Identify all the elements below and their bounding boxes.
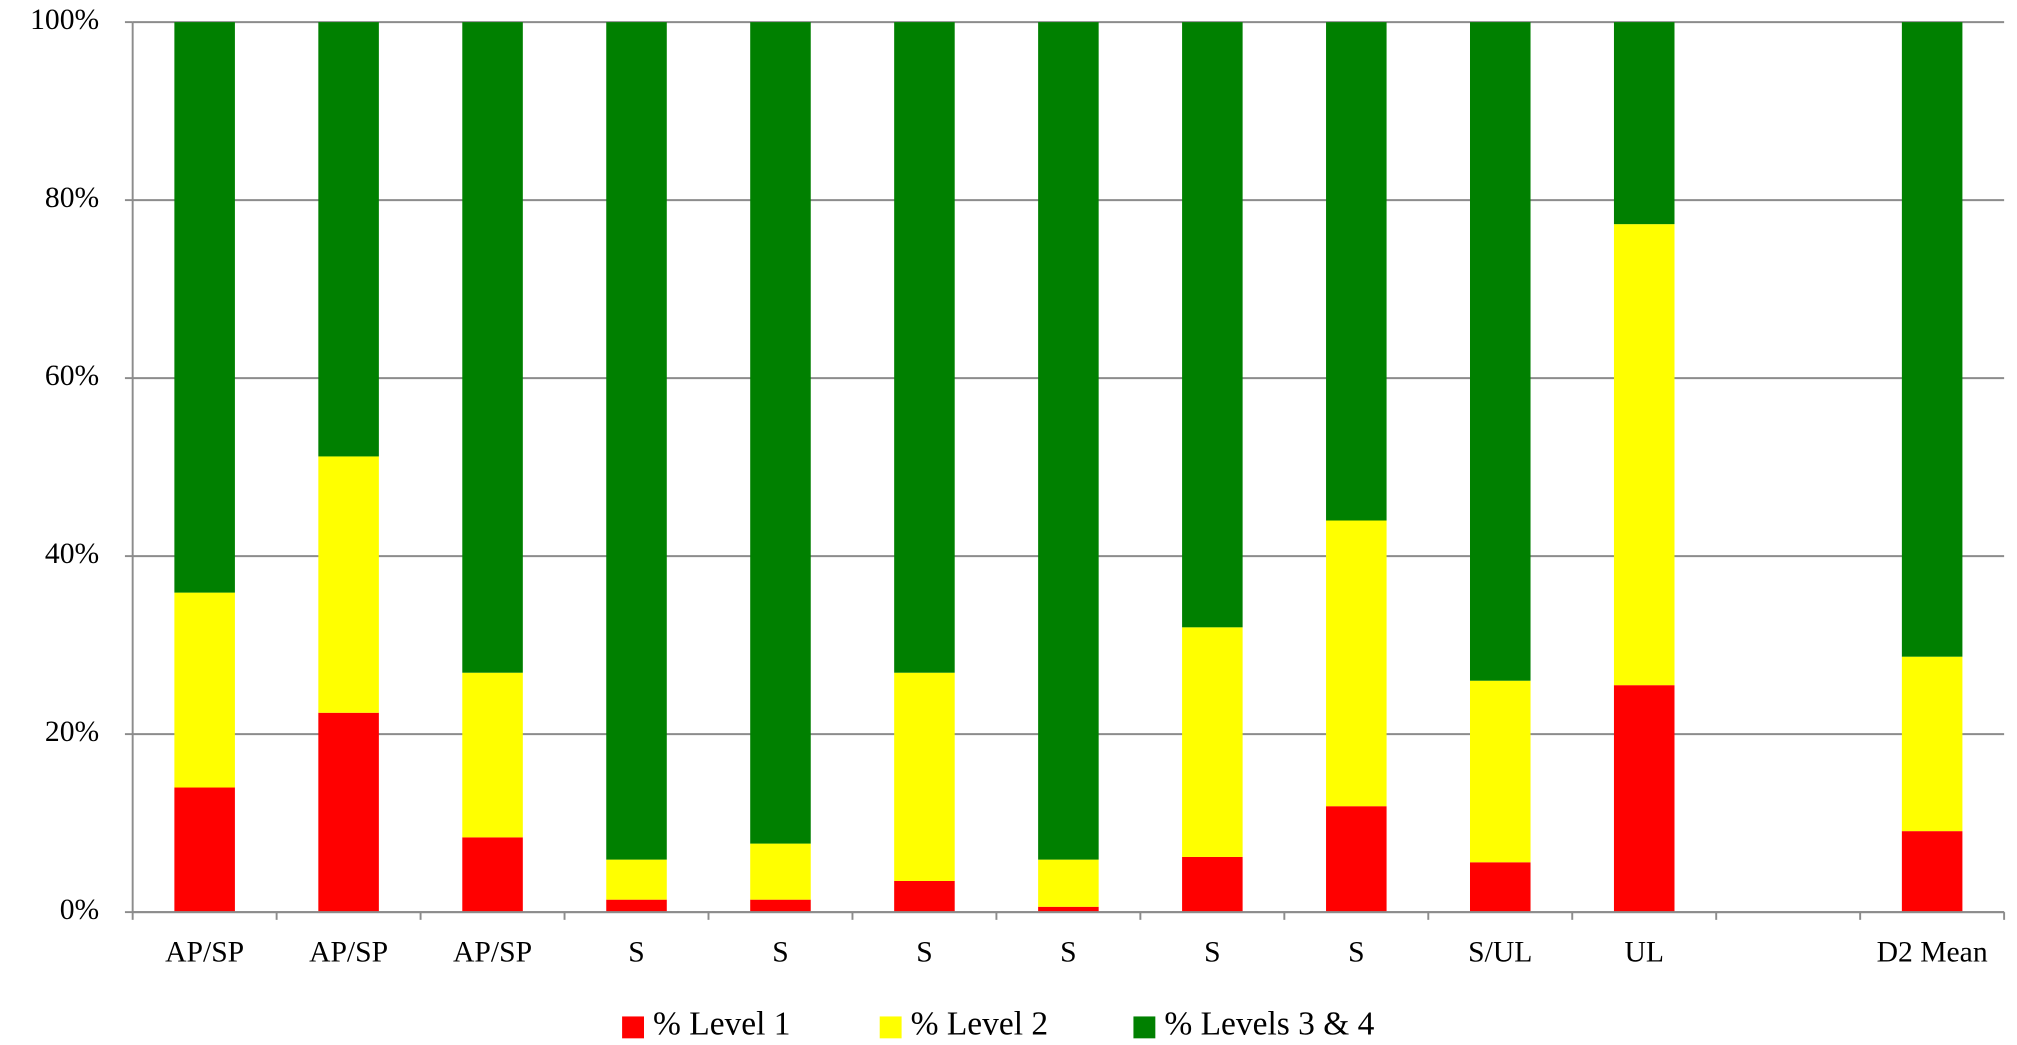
x-tick-label: AP/SP bbox=[309, 936, 388, 968]
legend-label: % Levels 3 & 4 bbox=[1164, 1005, 1374, 1042]
bar-segment bbox=[1182, 627, 1243, 857]
bar-segment bbox=[318, 712, 379, 913]
bar-segment bbox=[174, 592, 235, 788]
bar-segment bbox=[1469, 22, 1531, 681]
x-tick-label: AP/SP bbox=[453, 936, 532, 968]
bar-segment bbox=[606, 22, 667, 860]
x-tick-label: S bbox=[772, 936, 788, 968]
bar-segment bbox=[894, 880, 955, 913]
bar-segment bbox=[894, 22, 955, 673]
bar-segment bbox=[750, 899, 811, 913]
bar-segment bbox=[1901, 831, 1963, 913]
bar-segment bbox=[1613, 22, 1675, 225]
x-tick-label: S bbox=[1060, 936, 1076, 968]
bar-segment bbox=[318, 22, 379, 457]
x-tick-label: S bbox=[1348, 936, 1364, 968]
x-tick-label: S/UL bbox=[1468, 936, 1532, 968]
bar-segment bbox=[1182, 22, 1243, 628]
bar-segment bbox=[462, 22, 523, 673]
bar-segment bbox=[606, 859, 667, 900]
bar-segment bbox=[174, 22, 235, 593]
bar-segment bbox=[462, 672, 523, 838]
bar-segment bbox=[1901, 656, 1963, 832]
bar-segment bbox=[1326, 520, 1387, 807]
x-tick-label: AP/SP bbox=[165, 936, 244, 968]
y-tick-label: 80% bbox=[45, 182, 99, 214]
bar-segment bbox=[1038, 859, 1099, 907]
bar-segment bbox=[1038, 906, 1099, 913]
bar-segment bbox=[894, 672, 955, 881]
legend-label: % Level 1 bbox=[653, 1005, 791, 1042]
bar-segment bbox=[1326, 806, 1387, 913]
bar-segment bbox=[1182, 856, 1243, 913]
legend-label: % Level 2 bbox=[911, 1005, 1049, 1042]
legend-swatch bbox=[879, 1016, 902, 1039]
bar-segment bbox=[606, 899, 667, 913]
x-tick-label: S bbox=[916, 936, 932, 968]
y-tick-label: 40% bbox=[45, 538, 99, 570]
bar-segment bbox=[1326, 22, 1387, 521]
bar-segment bbox=[1469, 680, 1531, 863]
bar-segment bbox=[750, 843, 811, 900]
x-tick-label: S bbox=[628, 936, 644, 968]
bar-segment bbox=[318, 456, 379, 713]
y-tick-label: 100% bbox=[30, 4, 99, 36]
bar-segment bbox=[1038, 22, 1099, 860]
bar-segment bbox=[750, 22, 811, 844]
y-tick-label: 0% bbox=[60, 894, 99, 926]
y-tick-label: 20% bbox=[45, 716, 99, 748]
bar-segment bbox=[174, 787, 235, 913]
y-tick-label: 60% bbox=[45, 360, 99, 392]
legend-swatch bbox=[622, 1016, 644, 1039]
bar-segment bbox=[1613, 685, 1675, 913]
bar-segment bbox=[1901, 22, 1963, 657]
bar-segment bbox=[462, 837, 523, 913]
x-tick-label: D2 Mean bbox=[1877, 936, 1988, 968]
bar-segment bbox=[1469, 862, 1531, 913]
x-tick-label: UL bbox=[1624, 936, 1663, 968]
bar-segment bbox=[1613, 224, 1675, 686]
legend-swatch bbox=[1133, 1016, 1156, 1039]
x-tick-label: S bbox=[1204, 936, 1220, 968]
